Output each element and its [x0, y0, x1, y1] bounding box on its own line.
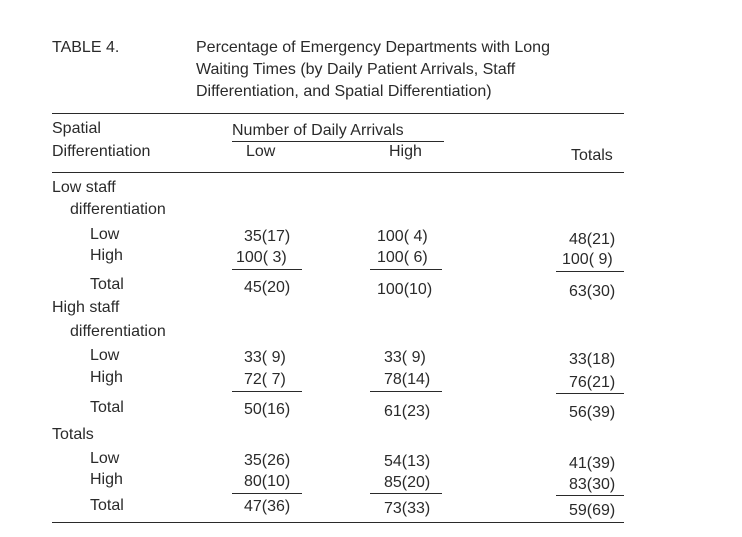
- row-label: Low: [90, 226, 120, 243]
- row-label: Low: [90, 347, 120, 364]
- row-label: Total: [90, 497, 124, 514]
- subtotal-rule: [370, 493, 442, 495]
- subtotal-rule: [370, 269, 442, 271]
- cell-high: 78(14): [384, 371, 431, 388]
- subtotal-rule: [370, 391, 442, 393]
- cell-total: 56(39): [569, 404, 616, 421]
- cell-total: 59(69): [569, 502, 616, 519]
- cell-high: 61(23): [384, 403, 431, 420]
- bottom-rule: [52, 522, 624, 524]
- cell-high: 85(20): [384, 474, 431, 491]
- cell-total: 48(21): [569, 231, 616, 248]
- top-rule: [52, 113, 624, 115]
- table-label: TABLE 4.: [52, 39, 120, 56]
- row-label: Low: [90, 450, 120, 467]
- subtotal-rule: [556, 495, 624, 497]
- section-heading: Low staff: [52, 179, 116, 196]
- cell-high: 100( 6): [377, 249, 428, 266]
- col-header-low: Low: [246, 143, 276, 160]
- row-label: High: [90, 369, 123, 386]
- cell-low: 33( 9): [244, 349, 286, 366]
- cell-high: 33( 9): [384, 349, 426, 366]
- cell-low: 72( 7): [244, 371, 286, 388]
- stub-header-line-2: Differentiation: [52, 143, 151, 160]
- span-header: Number of Daily Arrivals: [232, 122, 404, 139]
- table-title-line-3: Differentiation, and Spatial Differentia…: [196, 83, 492, 100]
- row-label: Total: [90, 276, 124, 293]
- col-header-high: High: [389, 143, 422, 160]
- row-label: Total: [90, 399, 124, 416]
- cell-low: 35(26): [244, 452, 291, 469]
- subtotal-rule: [232, 391, 302, 393]
- cell-low: 80(10): [244, 473, 291, 490]
- subtotal-rule: [556, 271, 624, 273]
- cell-high: 100(10): [377, 281, 433, 298]
- subtotal-rule: [556, 393, 624, 395]
- cell-low: 47(36): [244, 498, 291, 515]
- cell-high: 100( 4): [377, 228, 428, 245]
- cell-low: 100( 3): [236, 249, 287, 266]
- cell-low: 50(16): [244, 401, 291, 418]
- section-heading: differentiation: [70, 201, 166, 218]
- cell-low: 35(17): [244, 228, 291, 245]
- header-rule: [52, 172, 624, 174]
- cell-high: 73(33): [384, 500, 431, 517]
- stub-header-line-1: Spatial: [52, 120, 101, 137]
- cell-total: 33(18): [569, 351, 616, 368]
- row-label: High: [90, 247, 123, 264]
- subtotal-rule: [232, 493, 302, 495]
- cell-total: 41(39): [569, 455, 616, 472]
- row-label: High: [90, 471, 123, 488]
- section-heading: differentiation: [70, 323, 166, 340]
- page-top-edge: [0, 0, 742, 10]
- section-heading: Totals: [52, 426, 94, 443]
- cell-total: 76(21): [569, 374, 616, 391]
- section-heading: High staff: [52, 299, 120, 316]
- subtotal-rule: [232, 269, 302, 271]
- table-title-line-1: Percentage of Emergency Departments with…: [196, 39, 550, 56]
- col-header-totals: Totals: [571, 147, 613, 164]
- cell-low: 45(20): [244, 279, 291, 296]
- table-title-line-2: Waiting Times (by Daily Patient Arrivals…: [196, 61, 516, 78]
- cell-total: 100( 9): [562, 251, 613, 268]
- cell-high: 54(13): [384, 453, 431, 470]
- cell-total: 83(30): [569, 476, 616, 493]
- span-header-rule: [232, 141, 444, 143]
- cell-total: 63(30): [569, 283, 616, 300]
